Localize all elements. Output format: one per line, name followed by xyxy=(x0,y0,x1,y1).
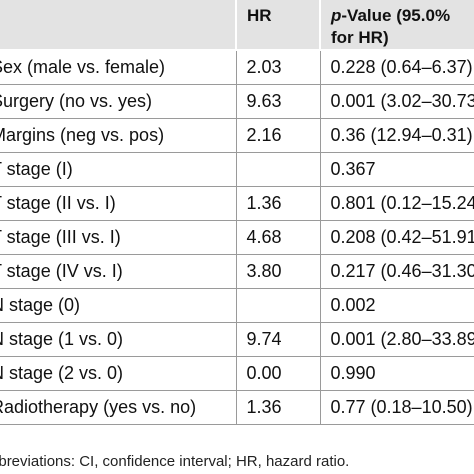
row-variable: Radiotherapy (yes vs. no) xyxy=(0,390,236,425)
row-pvalue: 0.367 xyxy=(319,152,474,187)
results-table: HR p-Value (95.0% for HR) Sex (male vs. f… xyxy=(0,0,474,425)
row-pvalue: 0.217 (0.46–31.30) xyxy=(319,254,474,289)
row-variable: T stage (I) xyxy=(0,152,236,187)
table-row: Radiotherapy (yes vs. no) 1.36 0.77 (0.1… xyxy=(0,390,474,425)
row-pvalue: 0.002 xyxy=(319,288,474,323)
row-variable: T stage (IV vs. I) xyxy=(0,254,236,289)
row-hr: 9.74 xyxy=(235,322,320,357)
row-variable: T stage (III vs. I) xyxy=(0,220,236,255)
header-pvalue: p-Value (95.0% for HR) xyxy=(319,0,474,51)
table-row: Sex (male vs. female) 2.03 0.228 (0.64–6… xyxy=(0,50,474,85)
row-pvalue: 0.001 (3.02–30.73) xyxy=(319,84,474,119)
row-hr: 4.68 xyxy=(235,220,320,255)
table-row: T stage (II vs. I) 1.36 0.801 (0.12–15.2… xyxy=(0,186,474,221)
row-variable: Margins (neg vs. pos) xyxy=(0,118,236,153)
row-hr: 1.36 xyxy=(235,390,320,425)
table-row: Margins (neg vs. pos) 2.16 0.36 (12.94–0… xyxy=(0,118,474,153)
row-hr: 2.16 xyxy=(235,118,320,153)
header-pvalue-italic: p xyxy=(331,6,342,25)
row-pvalue: 0.77 (0.18–10.50) xyxy=(319,390,474,425)
row-variable: N stage (1 vs. 0) xyxy=(0,322,236,357)
table-row: T stage (I) 0.367 xyxy=(0,152,474,187)
row-variable: T stage (II vs. I) xyxy=(0,186,236,221)
row-pvalue: 0.208 (0.42–51.91) xyxy=(319,220,474,255)
row-hr xyxy=(235,288,320,323)
header-hr: HR xyxy=(235,0,320,51)
row-variable: N stage (0) xyxy=(0,288,236,323)
row-variable: Surgery (no vs. yes) xyxy=(0,84,236,119)
row-pvalue: 0.36 (12.94–0.31) xyxy=(319,118,474,153)
row-hr xyxy=(235,152,320,187)
header-pvalue-line2: for HR) xyxy=(331,28,389,47)
row-pvalue: 0.990 xyxy=(319,356,474,391)
header-variable xyxy=(0,0,236,51)
row-pvalue: 0.801 (0.12–15.24) xyxy=(319,186,474,221)
row-hr: 9.63 xyxy=(235,84,320,119)
row-variable: N stage (2 vs. 0) xyxy=(0,356,236,391)
table-footnote: Abbreviations: CI, confidence interval; … xyxy=(0,453,350,470)
table-row: N stage (2 vs. 0) 0.00 0.990 xyxy=(0,356,474,391)
header-row: HR p-Value (95.0% for HR) xyxy=(0,0,474,51)
header-pvalue-rest: -Value (95.0% xyxy=(341,6,451,25)
table-row: T stage (IV vs. I) 3.80 0.217 (0.46–31.3… xyxy=(0,254,474,289)
row-pvalue: 0.001 (2.80–33.89) xyxy=(319,322,474,357)
row-variable: Sex (male vs. female) xyxy=(0,50,236,85)
table-row: T stage (III vs. I) 4.68 0.208 (0.42–51.… xyxy=(0,220,474,255)
row-hr: 1.36 xyxy=(235,186,320,221)
row-pvalue: 0.228 (0.64–6.37) xyxy=(319,50,474,85)
table-row: N stage (0) 0.002 xyxy=(0,288,474,323)
row-hr: 2.03 xyxy=(235,50,320,85)
row-hr: 3.80 xyxy=(235,254,320,289)
row-hr: 0.00 xyxy=(235,356,320,391)
table-row: N stage (1 vs. 0) 9.74 0.001 (2.80–33.89… xyxy=(0,322,474,357)
table-row: Surgery (no vs. yes) 9.63 0.001 (3.02–30… xyxy=(0,84,474,119)
